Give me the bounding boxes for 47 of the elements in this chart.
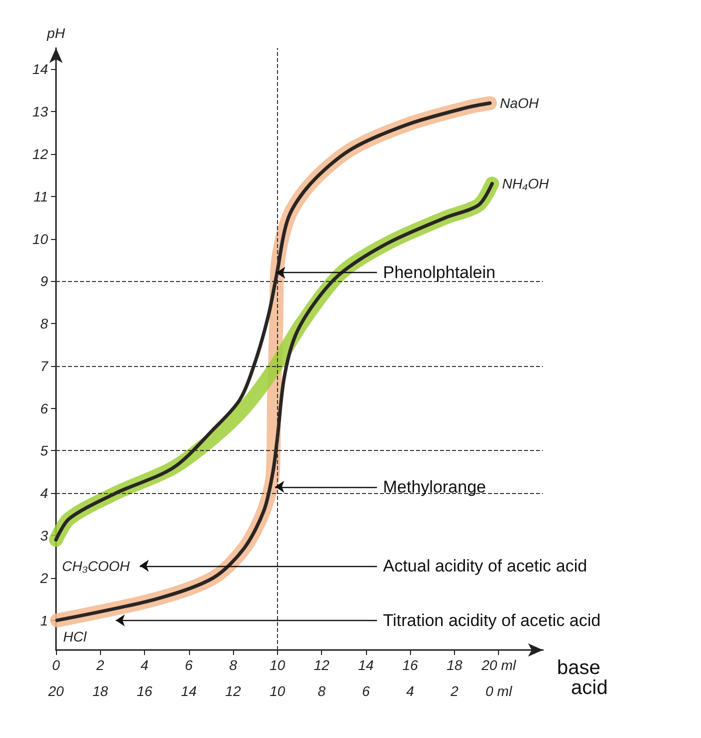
y-axis-title: pH (46, 25, 66, 41)
annotation: CH₃COOH (62, 558, 131, 574)
x2-tick-label: 2 (450, 683, 459, 699)
y-tick-label: 9 (40, 273, 48, 290)
annotation: Titration acidity of acetic acid (382, 610, 601, 630)
x-tick-label: 8 (229, 657, 238, 673)
annotation: NaOH (500, 95, 540, 112)
x2-tick-label: 8 (318, 683, 326, 699)
x2-axis-title: acid (571, 677, 608, 699)
y-tick-label: 8 (40, 316, 48, 332)
annotation: HCl (63, 628, 88, 644)
x-tick-label: 10 (270, 657, 286, 673)
x-tick-label: 14 (358, 657, 374, 673)
y-tick-label: 4 (40, 485, 48, 502)
x-tick-label: 12 (314, 657, 330, 673)
y-tick-label: 11 (33, 188, 48, 204)
x2-tick-label: 0 ml (486, 683, 513, 699)
x-axis-title: base (557, 657, 600, 679)
y-tick-label: 2 (39, 570, 48, 586)
x2-tick-label: 16 (136, 683, 153, 699)
x-tick-label: 16 (402, 657, 418, 673)
x-tick-label: 6 (184, 657, 193, 673)
y-tick-label: 12 (32, 146, 48, 162)
x-tick-label: 4 (140, 657, 149, 673)
y-tick-label: 13 (32, 104, 48, 120)
x2-tick-label: 18 (92, 683, 108, 699)
x2-tick-label: 14 (181, 683, 197, 699)
x-tick-label: 2 (95, 657, 104, 673)
y-tick-label: 6 (40, 400, 48, 416)
x2-tick-label: 4 (406, 683, 414, 699)
annotation: Phenolphtalein (382, 263, 496, 282)
annotation: NH₄OH (502, 176, 550, 192)
annotation: Actual acidity of acetic acid (382, 556, 588, 576)
x2-tick-label: 12 (225, 683, 242, 699)
y-tick-label: 5 (40, 442, 48, 459)
annotation: Methylorange (382, 477, 486, 496)
y-tick-label: 14 (32, 61, 48, 78)
x2-tick-label: 6 (362, 683, 370, 699)
y-tick-label: 3 (40, 528, 48, 544)
y-tick-label: 10 (32, 230, 48, 247)
x2-tick-label: 10 (270, 683, 286, 699)
x-tick-label: 18 (446, 657, 462, 673)
y-tick-label: 1 (40, 612, 48, 628)
x2-tick-label: 20 (47, 683, 64, 699)
x-tick-label: 0 (52, 657, 60, 673)
y-tick-label: 7 (40, 358, 50, 374)
x-tick-label: 20 ml (480, 657, 517, 673)
